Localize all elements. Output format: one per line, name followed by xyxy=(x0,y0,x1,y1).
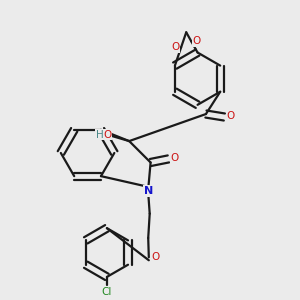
Text: O: O xyxy=(171,42,179,52)
Text: H: H xyxy=(96,130,104,140)
Text: O: O xyxy=(171,153,179,163)
Text: O: O xyxy=(151,252,160,262)
Text: O: O xyxy=(193,36,201,46)
Text: N: N xyxy=(144,186,153,196)
Text: Cl: Cl xyxy=(102,287,112,297)
Text: O: O xyxy=(103,130,112,140)
Text: O: O xyxy=(227,111,235,121)
